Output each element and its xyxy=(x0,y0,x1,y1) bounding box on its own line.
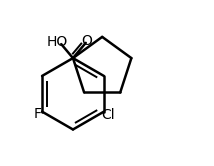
Text: HO: HO xyxy=(46,36,68,49)
Text: O: O xyxy=(81,34,92,48)
Text: F: F xyxy=(33,107,42,121)
Text: Cl: Cl xyxy=(102,108,115,122)
